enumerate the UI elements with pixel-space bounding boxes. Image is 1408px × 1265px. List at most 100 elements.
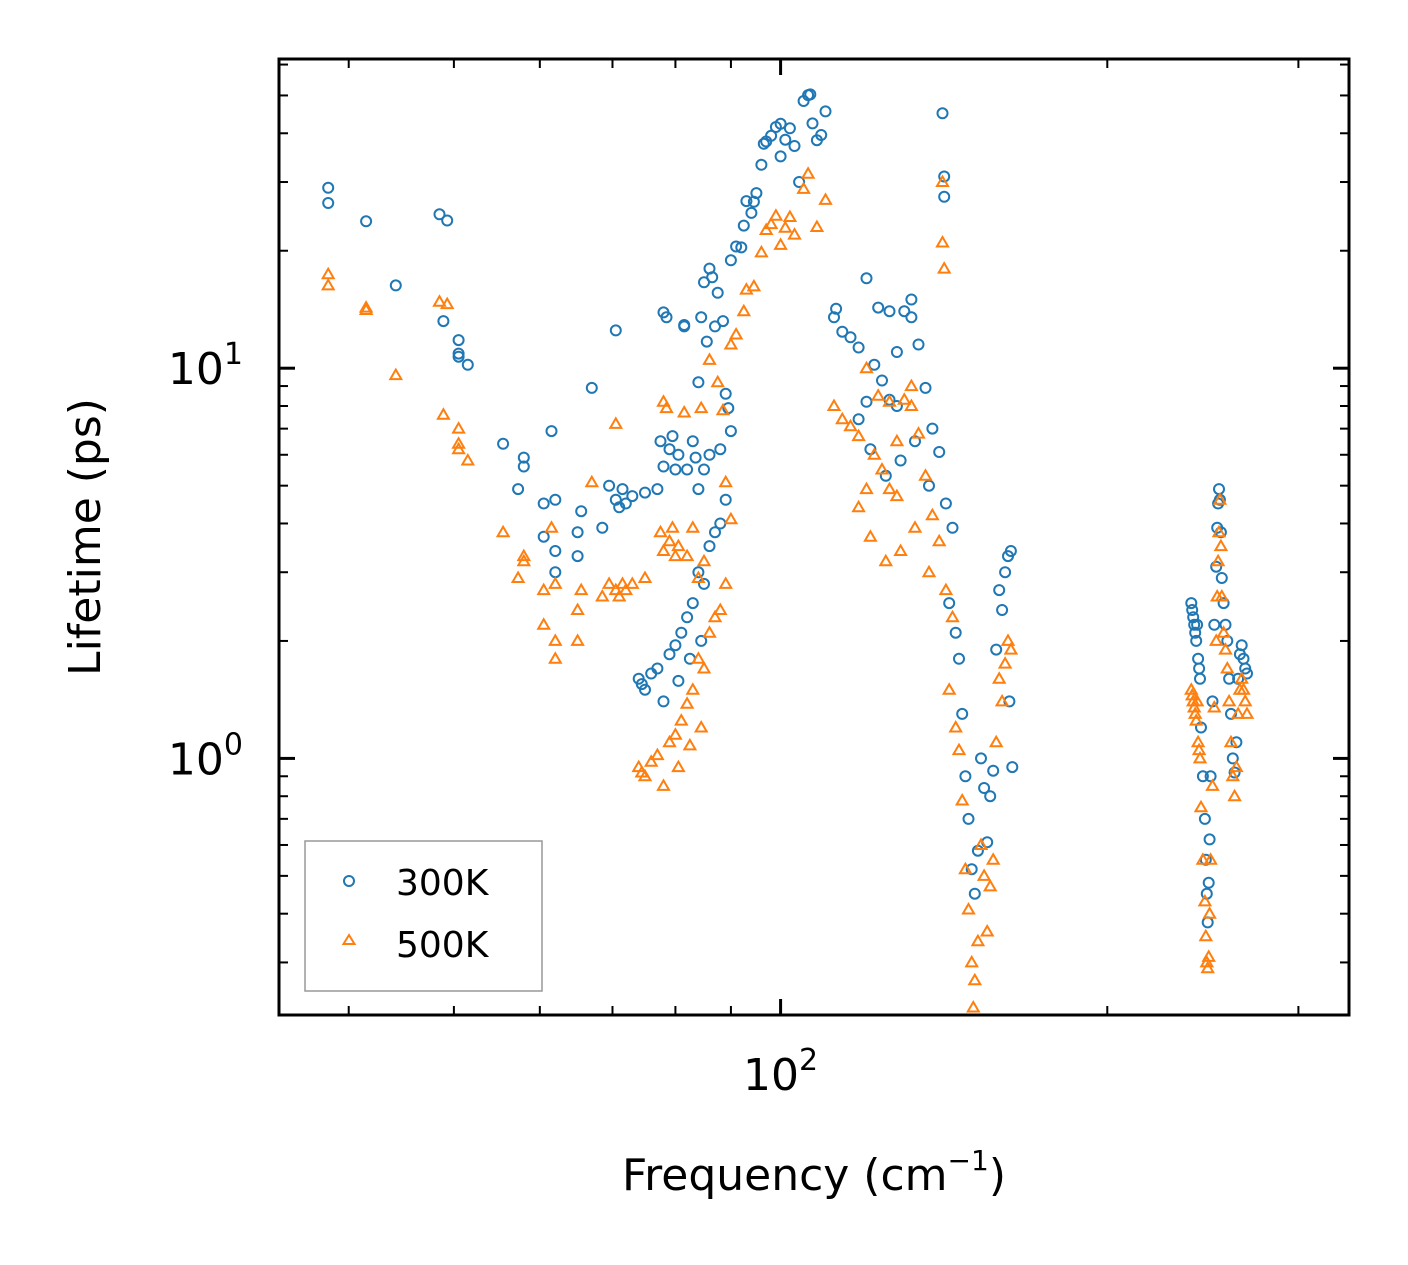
point-500k: [1225, 768, 1241, 782]
point-300k: [545, 425, 558, 438]
point-500k: [954, 793, 970, 806]
point-300k: [706, 271, 719, 284]
point-300k: [996, 604, 1009, 616]
point-500k: [882, 394, 897, 407]
point-300k: [815, 129, 828, 141]
point-500k: [611, 589, 627, 602]
point-300k: [669, 463, 682, 476]
point-300k: [1186, 604, 1199, 616]
point-500k: [1223, 734, 1239, 748]
point-300k: [389, 279, 402, 292]
point-500k: [573, 582, 589, 596]
point-500k: [991, 671, 1007, 684]
point-500k: [432, 294, 447, 307]
point-500k: [982, 878, 998, 892]
point-300k: [735, 241, 748, 254]
point-300k: [575, 505, 588, 518]
point-500k: [723, 511, 739, 525]
point-500k: [608, 416, 624, 429]
legend-label-500k: 500K: [396, 925, 490, 966]
point-300k: [978, 782, 991, 794]
point-500k: [320, 277, 336, 291]
point-500k: [1195, 852, 1211, 865]
point-300k: [788, 140, 801, 152]
point-500k: [320, 266, 336, 280]
point-500k: [1192, 750, 1208, 764]
point-300k: [461, 358, 474, 371]
point-300k: [765, 129, 778, 142]
point-300k: [1192, 652, 1205, 665]
y-axis-title: Lifetime (ps): [60, 398, 111, 676]
point-500k: [536, 617, 551, 630]
point-300k: [672, 674, 685, 687]
point-300k: [1006, 761, 1019, 774]
point-500k: [1239, 706, 1255, 719]
point-300k: [651, 483, 664, 496]
point-300k: [730, 240, 743, 253]
point-300k: [938, 170, 951, 183]
point-500k: [941, 682, 957, 695]
point-500k: [778, 220, 793, 233]
legend: 300K 500K: [304, 840, 543, 992]
point-500k: [713, 602, 728, 615]
point-300k: [1193, 662, 1206, 675]
point-300k: [654, 435, 667, 448]
point-300k: [724, 425, 737, 438]
point-300k: [711, 286, 724, 299]
point-500k: [874, 462, 890, 475]
point-500k: [615, 576, 630, 589]
point-500k: [693, 720, 709, 733]
point-500k: [736, 303, 752, 317]
point-500k: [702, 352, 717, 365]
point-500k: [595, 589, 610, 602]
point-500k: [843, 418, 858, 432]
point-500k: [570, 602, 585, 615]
point-300k: [452, 350, 465, 363]
point-300k: [1208, 618, 1221, 631]
point-300k: [1191, 618, 1204, 631]
point-300k: [949, 626, 962, 639]
point-300k: [912, 338, 925, 351]
point-500k: [893, 543, 908, 556]
point-300k: [497, 437, 510, 450]
point-300k: [1185, 597, 1198, 610]
point-500k: [782, 209, 798, 222]
point-500k: [973, 837, 989, 850]
point-500k: [958, 861, 973, 875]
point-300k: [686, 597, 699, 610]
point-300k: [681, 463, 694, 476]
point-300k: [968, 887, 981, 900]
point-300k: [872, 301, 885, 314]
point-500k: [904, 378, 919, 392]
point-300k: [956, 707, 969, 720]
point-300k: [933, 446, 946, 458]
point-300k: [322, 181, 335, 194]
x-axis-title: Frequency (cm−1): [622, 1144, 1006, 1201]
point-300k: [678, 320, 691, 333]
point-500k: [889, 433, 905, 447]
point-500k: [674, 713, 689, 726]
point-500k: [918, 468, 933, 481]
point-500k: [970, 933, 986, 947]
point-500k: [976, 868, 992, 881]
point-300k: [686, 435, 699, 448]
point-500k: [691, 651, 706, 664]
point-500k: [439, 296, 455, 310]
point-500k: [656, 778, 671, 791]
point-300k: [571, 526, 584, 539]
point-300k: [783, 122, 796, 135]
point-300k: [1194, 672, 1206, 685]
point-300k: [609, 324, 622, 337]
point-500k: [702, 625, 717, 638]
series-500k: [320, 166, 1255, 1013]
point-500k: [601, 576, 617, 589]
point-500k: [650, 747, 665, 761]
point-500k: [1230, 706, 1246, 719]
point-500k: [988, 734, 1004, 748]
point-300k: [549, 566, 562, 579]
point-300k: [512, 483, 525, 496]
point-500k: [796, 181, 811, 194]
point-300k: [666, 430, 679, 443]
point-300k: [714, 517, 727, 530]
point-300k: [860, 395, 873, 408]
